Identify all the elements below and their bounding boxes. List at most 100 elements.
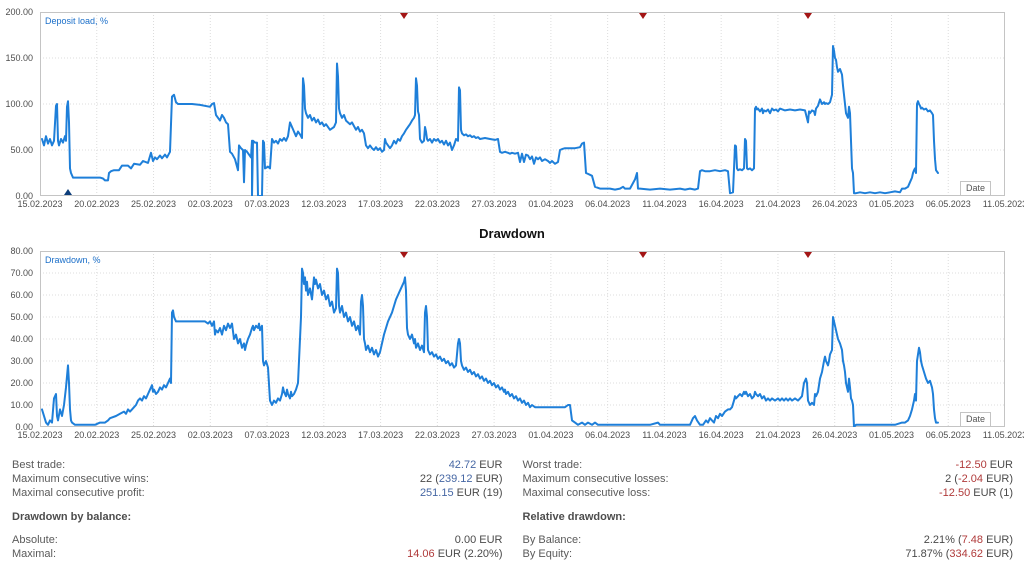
drawdown-legend: Drawdown, % [45, 255, 101, 265]
stat-value-part: EUR (19) [453, 487, 503, 499]
stats-section-header: Drawdown by balance: [12, 511, 132, 523]
x-tick-label: 12.03.2023 [301, 199, 347, 209]
stat-value-part: EUR (1) [970, 487, 1013, 499]
y-tick-label: 80.00 [10, 246, 33, 256]
x-tick-label: 01.04.2023 [528, 430, 574, 440]
x-tick-label: 26.04.2023 [812, 430, 858, 440]
y-tick-label: 0.00 [15, 422, 33, 432]
x-tick-label: 17.03.2023 [358, 430, 404, 440]
deposit-load-y-axis: 200.00 150.00 100.00 50.00 0.00 [0, 7, 36, 201]
stats-section: Relative drawdown: By Balance: 2.21% (7.48… [523, 510, 1014, 561]
stat-label: Maximal consecutive profit: [12, 487, 145, 499]
x-tick-label: 11.05.2023 [982, 199, 1024, 209]
x-tick-label: 11.05.2023 [982, 430, 1024, 440]
stat-value-part: EUR) [472, 473, 503, 485]
x-tick-label: 25.02.2023 [130, 199, 177, 209]
withdrawal-marker-icon [639, 252, 647, 258]
x-tick-label: 17.03.2023 [358, 199, 404, 209]
stat-value: 2 (-2.04 EUR) [945, 472, 1013, 486]
stat-value-part: 22 ( [419, 473, 439, 485]
stat-value-neg-part: 334.62 [949, 548, 984, 560]
stat-row: Maximal consecutive loss: -12.50 EUR (1) [523, 486, 1014, 500]
plot-frame [40, 251, 1005, 427]
stat-value: 14.06 EUR (2.20%) [407, 547, 502, 561]
x-tick-label: 11.04.2023 [642, 430, 687, 440]
deposit-load-chart[interactable] [40, 12, 1005, 196]
stat-value-part: EUR) [983, 473, 1013, 485]
x-tick-label: 07.03.2023 [244, 430, 290, 440]
stat-label: Maximum consecutive wins: [12, 473, 149, 485]
stat-value-neg-part: -12.50 [939, 487, 971, 499]
stat-label: By Balance: [522, 534, 582, 546]
stat-label: By Equity: [522, 548, 573, 560]
x-tick-label: 26.04.2023 [812, 199, 858, 209]
withdrawal-marker-icon [639, 13, 647, 19]
x-tick-label: 22.03.2023 [414, 199, 460, 209]
stat-value-pos-part: 42.72 [448, 459, 477, 471]
x-tick-label: 01.05.2023 [868, 430, 914, 440]
x-tick-label: 27.03.2023 [471, 430, 517, 440]
stat-value-part: 2.21% ( [923, 534, 962, 546]
stats-section: Drawdown by balance: Absolute: 0.00 EUR Max… [12, 510, 503, 561]
x-tick-label: 06.05.2023 [925, 199, 971, 209]
stat-row: Best trade: 42.72 EUR [12, 458, 503, 472]
stat-value: 251.15 EUR (19) [420, 486, 503, 500]
series-line [41, 267, 939, 427]
x-tick-label: 01.05.2023 [868, 199, 914, 209]
stat-label: Absolute: [12, 534, 58, 546]
x-tick-label: 21.04.2023 [755, 199, 801, 209]
x-tick-label: 21.04.2023 [755, 430, 801, 440]
stat-label: Best trade: [12, 459, 66, 471]
stats-section: Worst trade: -12.50 EUR Maximum consecutiv… [523, 458, 1014, 500]
stat-value-part: 2 ( [945, 473, 958, 485]
deposit-load-x-axis: 15.02.2023 20.02.2023 25.02.2023 02.03.2023… [0, 199, 1024, 211]
stat-value-part: EUR [986, 459, 1013, 471]
stat-value-part: EUR (2.20%) [434, 548, 503, 560]
stat-value: 42.72 EUR [449, 458, 503, 472]
withdrawal-marker-icon [400, 13, 408, 19]
y-tick-label: 100.00 [5, 99, 33, 109]
x-tick-label: 02.03.2023 [187, 199, 233, 209]
stat-row: Maximal: 14.06 EUR (2.20%) [12, 547, 503, 561]
x-tick-label: 12.03.2023 [301, 430, 347, 440]
stat-label: Maximum consecutive losses: [522, 473, 669, 485]
stat-value: 0.00 EUR [455, 533, 503, 547]
y-tick-label: 40.00 [10, 334, 33, 344]
y-tick-label: 150.00 [5, 53, 33, 63]
stat-value-pos-part: 239.12 [438, 473, 473, 485]
drawdown-chart[interactable] [40, 251, 1005, 427]
stat-value-part: 0.00 EUR [454, 534, 503, 546]
drawdown-date-axis-label: Date [960, 412, 992, 427]
x-tick-label: 06.04.2023 [585, 199, 631, 209]
y-tick-label: 60.00 [10, 290, 33, 300]
stat-value-neg-part: -2.04 [957, 473, 984, 485]
y-tick-label: 30.00 [10, 356, 33, 366]
plot-frame [40, 12, 1005, 196]
y-tick-label: 70.00 [10, 268, 33, 278]
stat-value-neg-part: 7.48 [961, 534, 984, 546]
drawdown-chart-title: Drawdown [479, 226, 545, 241]
withdrawal-marker-icon [400, 252, 408, 258]
stat-row: By Equity: 71.87% (334.62 EUR) [523, 547, 1014, 561]
y-tick-label: 10.00 [10, 400, 33, 410]
stat-value-neg-part: -12.50 [955, 459, 987, 471]
stat-row: Maximal consecutive profit: 251.15 EUR (1… [12, 486, 503, 500]
stat-row: Absolute: 0.00 EUR [12, 533, 503, 547]
stat-value: 22 (239.12 EUR) [420, 472, 503, 486]
series-line [41, 45, 939, 196]
x-tick-label: 15.02.2023 [17, 430, 63, 440]
stat-row: Maximum consecutive wins: 22 (239.12 EUR) [12, 472, 503, 486]
stat-label: Maximal: [12, 548, 57, 560]
x-tick-label: 20.02.2023 [74, 430, 120, 440]
stat-value-part: EUR) [983, 548, 1013, 560]
y-tick-label: 50.00 [10, 312, 33, 322]
x-tick-label: 06.04.2023 [585, 430, 631, 440]
stat-value-part: EUR [476, 459, 503, 471]
x-tick-label: 01.04.2023 [528, 199, 574, 209]
y-tick-label: 200.00 [5, 7, 33, 17]
x-tick-label: 11.04.2023 [642, 199, 687, 209]
stat-value: 71.87% (334.62 EUR) [905, 547, 1013, 561]
y-tick-label: 50.00 [10, 145, 33, 155]
x-tick-label: 25.02.2023 [130, 430, 177, 440]
